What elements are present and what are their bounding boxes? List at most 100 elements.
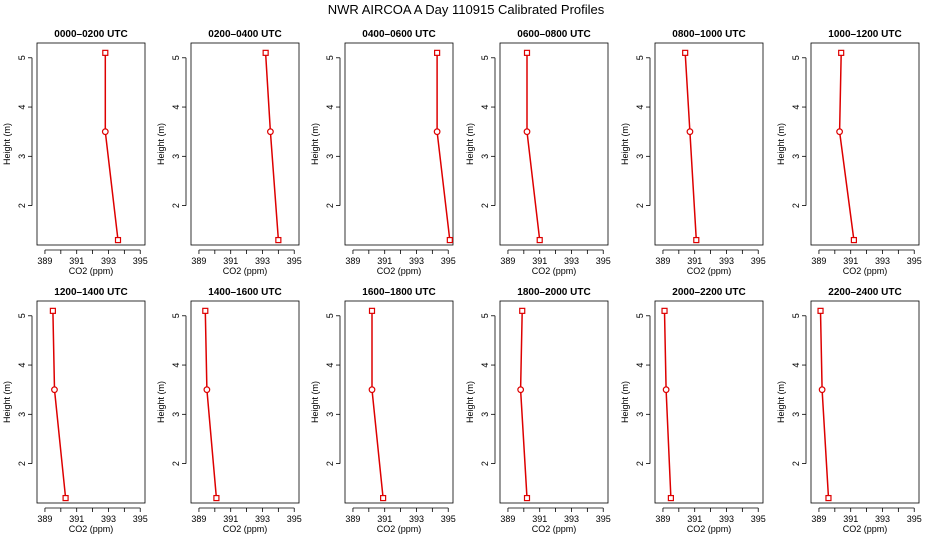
x-tick-label: 395 <box>133 256 148 266</box>
plot-frame <box>654 300 764 504</box>
x-tick-label: 395 <box>441 514 456 524</box>
panel-11: 2000–2200 UTC 389 391 393 395 CO2 (ppm) 2 3 4 5 He… <box>620 287 766 534</box>
plot-frame <box>190 42 300 246</box>
y-tick-label: 3 <box>791 154 801 159</box>
y-tick-label: 5 <box>171 55 181 60</box>
x-tick-label: 393 <box>101 514 116 524</box>
x-tick-label: 393 <box>409 256 424 266</box>
data-point <box>51 386 58 394</box>
y-tick-label: 4 <box>480 105 490 110</box>
x-tick-label: 395 <box>907 514 922 524</box>
y-tick-label: 5 <box>635 55 645 60</box>
data-point <box>817 307 824 314</box>
y-tick-label: 3 <box>325 412 335 417</box>
x-tick-label: 389 <box>37 256 52 266</box>
panel-3: 0400–0600 UTC 389 391 393 395 CO2 (ppm) 2 3 4 5 He… <box>310 29 456 276</box>
panel-1: 0000–0200 UTC 389 391 393 395 CO2 (ppm) 2 3 4 5 He… <box>2 29 148 276</box>
x-tick-label: 391 <box>843 514 858 524</box>
x-tick-label: 389 <box>655 256 670 266</box>
panel-title: 2000–2200 UTC <box>672 287 745 298</box>
x-tick-label: 389 <box>811 514 826 524</box>
x-tick-label: 391 <box>532 514 547 524</box>
y-axis-label: Height (m) <box>2 381 12 423</box>
profile-line <box>684 52 698 241</box>
plot-frame <box>36 300 146 504</box>
y-axis-label: Height (m) <box>776 381 786 423</box>
y-axis-label: Height (m) <box>310 123 320 165</box>
x-tick-label: 391 <box>377 256 392 266</box>
x-tick-label: 395 <box>596 514 611 524</box>
x-tick-label: 391 <box>69 256 84 266</box>
profile-line <box>436 52 451 241</box>
x-axis-label: CO2 (ppm) <box>687 524 732 534</box>
profile-line <box>519 310 528 499</box>
y-axis-label: Height (m) <box>156 381 166 423</box>
y-tick-label: 2 <box>480 461 490 466</box>
y-tick-label: 4 <box>171 363 181 368</box>
x-tick-label: 393 <box>564 256 579 266</box>
y-tick-label: 2 <box>635 203 645 208</box>
x-tick-label: 391 <box>377 514 392 524</box>
y-tick-label: 5 <box>325 55 335 60</box>
data-point <box>825 494 832 502</box>
y-tick-label: 5 <box>171 313 181 318</box>
x-axis-label: CO2 (ppm) <box>223 266 268 276</box>
y-tick-label: 2 <box>635 461 645 466</box>
panel-title: 0600–0800 UTC <box>517 29 590 40</box>
data-point <box>836 128 843 136</box>
y-axis-label: Height (m) <box>620 381 630 423</box>
data-point <box>203 386 211 394</box>
data-point <box>434 49 441 56</box>
data-point <box>523 494 531 502</box>
x-axis-label: CO2 (ppm) <box>687 266 732 276</box>
y-tick-label: 3 <box>325 154 335 159</box>
y-tick-label: 2 <box>171 461 181 466</box>
x-tick-label: 393 <box>564 514 579 524</box>
plot-frame <box>810 42 920 246</box>
x-axis-label: CO2 (ppm) <box>377 266 422 276</box>
x-tick-label: 395 <box>287 256 302 266</box>
data-point <box>213 494 220 502</box>
data-point <box>850 236 857 244</box>
data-point <box>661 307 668 314</box>
y-tick-label: 4 <box>325 363 335 368</box>
data-point <box>446 236 453 244</box>
y-tick-label: 2 <box>791 203 801 208</box>
data-point <box>818 386 826 394</box>
y-tick-label: 4 <box>791 363 801 368</box>
plot-frame <box>810 300 920 504</box>
data-point <box>536 236 543 244</box>
plot-frame <box>499 42 609 246</box>
x-tick-label: 391 <box>843 256 858 266</box>
y-tick-label: 3 <box>791 412 801 417</box>
profile-line <box>52 310 67 499</box>
profile-line <box>204 310 218 499</box>
x-axis-label: CO2 (ppm) <box>377 524 422 534</box>
y-tick-label: 2 <box>17 461 27 466</box>
data-point <box>275 236 282 244</box>
y-tick-label: 2 <box>480 203 490 208</box>
x-tick-label: 395 <box>133 514 148 524</box>
x-tick-label: 395 <box>751 514 766 524</box>
x-tick-label: 391 <box>223 256 238 266</box>
plot-frame <box>499 300 609 504</box>
panel-title: 1400–1600 UTC <box>208 287 281 298</box>
y-axis-label: Height (m) <box>2 123 12 165</box>
x-tick-label: 393 <box>719 514 734 524</box>
y-tick-label: 3 <box>480 154 490 159</box>
x-tick-label: 389 <box>500 256 515 266</box>
panels-group: 0000–0200 UTC 389 391 393 395 CO2 (ppm) 2 3 4 5 He… <box>2 29 922 534</box>
x-tick-label: 389 <box>191 514 206 524</box>
x-tick-label: 393 <box>409 514 424 524</box>
profile-line <box>838 52 855 241</box>
data-point <box>667 494 674 502</box>
panel-9: 1600–1800 UTC 389 391 393 395 CO2 (ppm) 2 3 4 5 He… <box>310 287 456 534</box>
y-tick-label: 5 <box>791 55 801 60</box>
profile-line <box>819 310 830 499</box>
data-point <box>267 128 274 136</box>
data-point <box>262 49 269 56</box>
x-axis-label: CO2 (ppm) <box>843 524 888 534</box>
profile-line <box>526 52 541 241</box>
x-tick-label: 389 <box>37 514 52 524</box>
y-tick-label: 2 <box>17 203 27 208</box>
